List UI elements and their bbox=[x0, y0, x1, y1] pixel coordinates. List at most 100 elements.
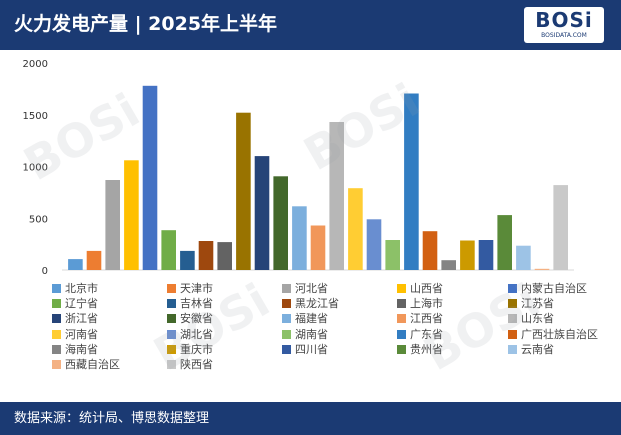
bar-陕西省[interactable] bbox=[553, 185, 568, 270]
bar-chart: 0 500 1000 1500 2000 bbox=[23, 59, 574, 277]
legend-label: 吉林省 bbox=[180, 297, 213, 311]
bar-贵州省[interactable] bbox=[497, 215, 512, 270]
legend-label: 天津市 bbox=[180, 282, 213, 295]
bar-上海市[interactable] bbox=[217, 242, 232, 270]
bar-西藏自治区[interactable] bbox=[534, 268, 550, 270]
y-tick-label: 0 bbox=[42, 266, 48, 277]
bar-山西省[interactable] bbox=[124, 160, 139, 270]
legend-swatch bbox=[52, 299, 61, 309]
legend-item[interactable]: 贵州省 bbox=[397, 342, 443, 357]
bar-山东省[interactable] bbox=[329, 122, 344, 270]
logo-text: BOSi bbox=[535, 8, 593, 32]
legend-item[interactable]: 重庆市 bbox=[167, 342, 213, 357]
bar-湖南省[interactable] bbox=[385, 240, 400, 270]
legend-item[interactable]: 浙江省 bbox=[52, 311, 98, 326]
legend-swatch bbox=[52, 360, 61, 369]
legend-label: 安徽省 bbox=[180, 312, 213, 326]
logo-subtext: BOSIDATA.COM bbox=[541, 32, 587, 39]
legend-item[interactable]: 云南省 bbox=[508, 342, 554, 357]
legend-label: 江西省 bbox=[410, 312, 443, 326]
legend-label: 云南省 bbox=[521, 342, 554, 356]
bar-江苏省[interactable] bbox=[236, 112, 251, 270]
legend-swatch bbox=[167, 299, 176, 309]
legend-swatch bbox=[167, 314, 176, 324]
legend-label: 河北省 bbox=[295, 282, 328, 295]
legend-swatch bbox=[508, 344, 517, 354]
legend-label: 内蒙古自治区 bbox=[521, 282, 587, 295]
legend-swatch bbox=[282, 344, 291, 354]
bar-湖北省[interactable] bbox=[366, 219, 382, 270]
legend-label: 西藏自治区 bbox=[65, 358, 120, 371]
bar-福建省[interactable] bbox=[292, 206, 307, 270]
legend-item[interactable]: 辽宁省 bbox=[52, 296, 98, 311]
legend-item[interactable]: 河南省 bbox=[52, 327, 98, 342]
legend-label: 四川省 bbox=[295, 342, 328, 356]
legend-item[interactable]: 广西壮族自治区 bbox=[508, 327, 598, 342]
legend-swatch bbox=[167, 344, 176, 354]
legend-swatch bbox=[282, 284, 291, 293]
legend-item[interactable]: 河北省 bbox=[282, 281, 328, 296]
bar-浙江省[interactable] bbox=[254, 156, 270, 270]
bar-天津市[interactable] bbox=[86, 250, 102, 270]
bar-辽宁省[interactable] bbox=[161, 230, 176, 270]
legend-swatch bbox=[397, 344, 406, 354]
legend-swatch bbox=[397, 284, 406, 293]
legend-item[interactable]: 福建省 bbox=[282, 311, 328, 326]
y-tick-label: 1500 bbox=[23, 111, 48, 122]
bar-北京市[interactable] bbox=[68, 259, 83, 270]
legend-swatch bbox=[508, 284, 517, 293]
bar-黑龙江省[interactable] bbox=[198, 241, 214, 270]
bar-四川省[interactable] bbox=[478, 240, 494, 270]
legend-item[interactable]: 湖北省 bbox=[167, 327, 213, 342]
legend-item[interactable]: 陕西省 bbox=[167, 357, 213, 372]
legend-item[interactable]: 湖南省 bbox=[282, 327, 328, 342]
legend-swatch bbox=[167, 360, 176, 369]
legend-swatch bbox=[282, 299, 291, 309]
legend-swatch bbox=[52, 314, 61, 324]
bar-河南省[interactable] bbox=[348, 188, 363, 270]
y-tick-label: 2000 bbox=[23, 59, 48, 70]
legend-item[interactable]: 山西省 bbox=[397, 281, 443, 296]
legend-item[interactable]: 黑龙江省 bbox=[282, 296, 339, 311]
legend-item[interactable]: 山东省 bbox=[508, 311, 554, 326]
legend-label: 辽宁省 bbox=[65, 297, 98, 311]
legend-label: 河南省 bbox=[65, 327, 98, 341]
bar-重庆市[interactable] bbox=[460, 240, 475, 271]
bar-江西省[interactable] bbox=[310, 225, 326, 271]
legend-swatch bbox=[508, 299, 517, 309]
legend-item[interactable]: 北京市 bbox=[52, 281, 98, 296]
legend-item[interactable]: 四川省 bbox=[282, 342, 328, 357]
legend-item[interactable]: 海南省 bbox=[52, 342, 98, 357]
legend-item[interactable]: 江西省 bbox=[397, 311, 443, 326]
legend-item[interactable]: 天津市 bbox=[167, 281, 213, 296]
bar-海南省[interactable] bbox=[441, 260, 456, 270]
legend-swatch bbox=[397, 299, 406, 309]
bar-安徽省[interactable] bbox=[273, 176, 288, 270]
legend-item[interactable]: 江苏省 bbox=[508, 296, 554, 311]
bar-吉林省[interactable] bbox=[180, 250, 195, 270]
legend-swatch bbox=[52, 329, 61, 339]
bar-云南省[interactable] bbox=[516, 245, 531, 270]
bar-广东省[interactable] bbox=[404, 93, 419, 271]
legend-label: 陕西省 bbox=[180, 358, 213, 371]
bar-河北省[interactable] bbox=[105, 180, 120, 270]
bar-广西壮族自治区[interactable] bbox=[422, 231, 438, 270]
legend-item[interactable]: 上海市 bbox=[397, 296, 443, 311]
legend-swatch bbox=[508, 314, 517, 324]
bar-内蒙古自治区[interactable] bbox=[142, 85, 158, 270]
legend-item[interactable]: 广东省 bbox=[397, 327, 443, 342]
footer-bar: 数据来源：统计局、博思数据整理 bbox=[0, 402, 621, 435]
legend-item[interactable]: 西藏自治区 bbox=[52, 357, 120, 372]
legend-item[interactable]: 吉林省 bbox=[167, 296, 213, 311]
brand-logo: BOSi BOSIDATA.COM bbox=[524, 7, 604, 43]
legend-label: 广西壮族自治区 bbox=[521, 327, 598, 341]
legend-label: 福建省 bbox=[295, 312, 328, 326]
legend-swatch bbox=[167, 284, 176, 293]
legend-label: 海南省 bbox=[65, 342, 98, 356]
legend-label: 上海市 bbox=[410, 297, 443, 311]
legend-item[interactable]: 内蒙古自治区 bbox=[508, 281, 587, 296]
legend-label: 贵州省 bbox=[410, 342, 443, 356]
legend-item[interactable]: 安徽省 bbox=[167, 311, 213, 326]
title-bar: 火力发电产量 | 2025年上半年 BOSi BOSIDATA.COM bbox=[0, 0, 621, 50]
